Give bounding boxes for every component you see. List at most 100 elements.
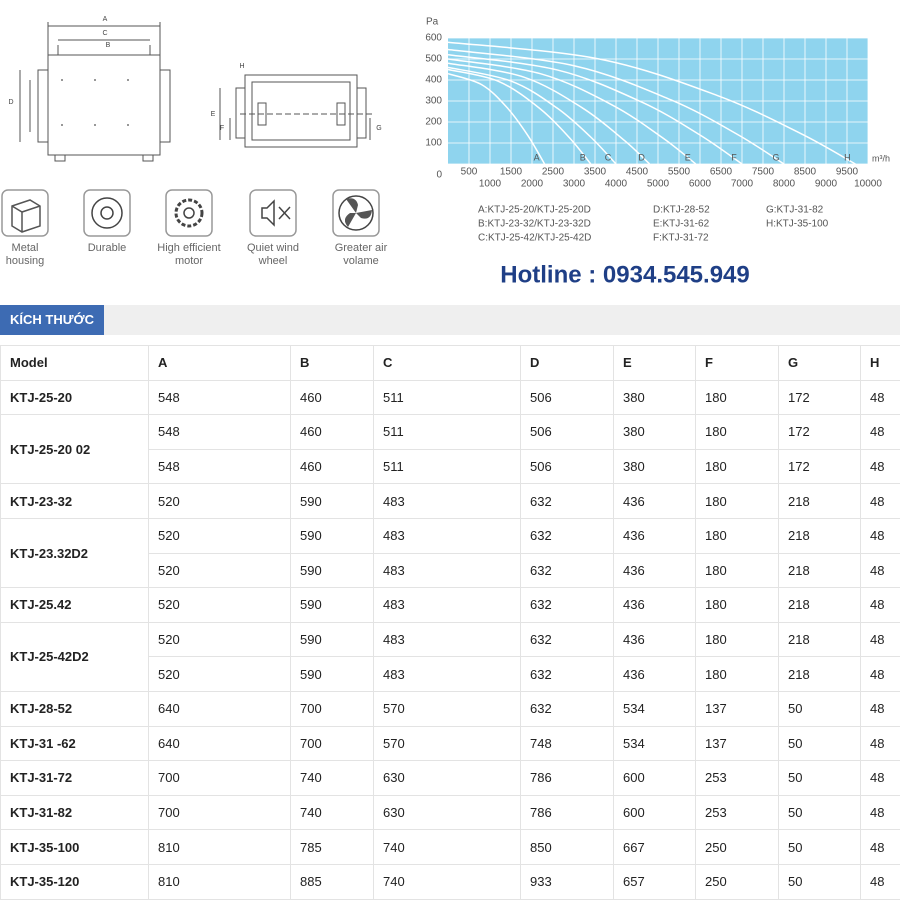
feature-label: Metal [12,242,39,254]
value-cell: 600 [613,760,696,796]
value-cell: 506 [520,448,614,485]
x-tick-label: 3500 [584,167,607,178]
section-band: KÍCH THƯỚC [0,305,900,335]
value-cell: 48 [860,794,900,831]
value-cell: 630 [373,760,521,796]
value-cell: 48 [860,656,900,692]
column-header: H [860,345,900,381]
legend-entry: C:KTJ-25-42/KTJ-25-42D [478,233,591,244]
feature-label: Quiet wind [247,242,299,254]
x-tick-label: 6500 [710,167,733,178]
model-cell: KTJ-25.42 [0,587,149,623]
value-cell: 50 [778,794,861,831]
value-cell: 50 [778,760,861,796]
curve-label: B [580,152,586,162]
curve [447,58,697,165]
value-cell: 218 [778,517,861,554]
x-tick-label: 3000 [563,179,586,190]
value-cell: 590 [290,483,374,519]
value-cell: 250 [695,829,779,865]
model-cell: KTJ-35-100 [0,829,149,865]
value-cell: 48 [860,690,900,727]
table-row: KTJ-25-20 02 548 460 511 506 380 180 172 48 [0,414,900,485]
value-cell: 506 [520,379,614,416]
x-tick-label: 9000 [815,179,838,190]
value-cell: 740 [373,829,521,865]
column-header: Model [0,345,149,381]
y-tick-label: 600 [425,33,442,44]
size-table: Model A B C D E F G H KTJ-25-20 548 460 511 506 380 18… [0,345,900,900]
curve [447,54,743,165]
value-cell: 180 [695,587,779,623]
value-cell: 50 [778,863,861,900]
value-cell: 253 [695,794,779,831]
curve-label: D [638,152,645,162]
dimension-label: C [102,30,107,37]
value-cell: 590 [290,552,374,589]
value-cell: 640 [148,725,291,762]
section-title: KÍCH THƯỚC [0,305,104,335]
value-cell: 786 [520,760,614,796]
value-cell: 511 [373,379,521,416]
column-header: F [695,345,779,381]
table-row: KTJ-25.42 520 590 483 632 436 180 218 48 [0,587,900,623]
value-cell: 632 [520,621,614,658]
column-header: E [613,345,696,381]
value-cell: 180 [695,621,779,658]
x-tick-label: 10000 [854,179,882,190]
value-cell: 483 [373,621,521,658]
value-cell: 180 [695,656,779,692]
value-cell: 436 [613,517,696,554]
value-cell: 48 [860,552,900,589]
value-cell: 48 [860,621,900,658]
value-cell: 460 [290,414,374,450]
column-header: D [520,345,614,381]
value-cell: 785 [290,829,374,865]
x-tick-label: 500 [461,167,478,178]
table-row: KTJ-23.32D2 520 590 483 632 436 180 218 48 [0,517,900,589]
value-cell: 172 [778,414,861,450]
value-cell: 180 [695,379,779,416]
y-tick-label: 0 [436,170,442,181]
column-header: C [373,345,521,381]
value-cell: 48 [860,760,900,796]
value-cell: 48 [860,448,900,485]
value-cell: 632 [520,552,614,589]
value-cell: 933 [520,863,614,900]
value-cell: 48 [860,379,900,416]
value-cell: 48 [860,863,900,900]
value-cell: 50 [778,690,861,727]
drawing-dots [61,79,129,126]
value-cell: 534 [613,725,696,762]
value-cell: 436 [613,552,696,589]
value-cell: 483 [373,517,521,554]
model-cell: KTJ-35-120 [0,863,149,900]
value-cell: 511 [373,448,521,485]
value-cell: 250 [695,863,779,900]
feature-label: High efficient [157,242,220,254]
x-tick-label: 5000 [647,179,670,190]
table-row: KTJ-35-120 810 885 740 933 657 250 50 48 [0,863,900,900]
front-drawing [19,22,171,162]
value-cell: 180 [695,448,779,485]
y-tick-label: 100 [425,138,442,149]
value-cell: 520 [148,656,291,692]
value-cell: 548 [148,379,291,416]
value-cell: 590 [290,517,374,554]
curve-label: C [605,152,612,162]
value-cell: 548 [148,448,291,485]
value-cell: 590 [290,656,374,692]
model-cell: KTJ-31-72 [0,760,149,796]
value-cell: 218 [778,621,861,658]
curve [447,41,856,165]
curve-label: F [731,152,737,162]
value-cell: 436 [613,483,696,519]
hotline: Hotline : 0934.545.949 [500,261,749,288]
value-cell: 436 [613,656,696,692]
feature-label: housing [6,255,45,267]
table-row: KTJ-23-32 520 590 483 632 436 180 218 48 [0,483,900,519]
feature-label: wheel [258,255,288,267]
value-cell: 590 [290,621,374,658]
